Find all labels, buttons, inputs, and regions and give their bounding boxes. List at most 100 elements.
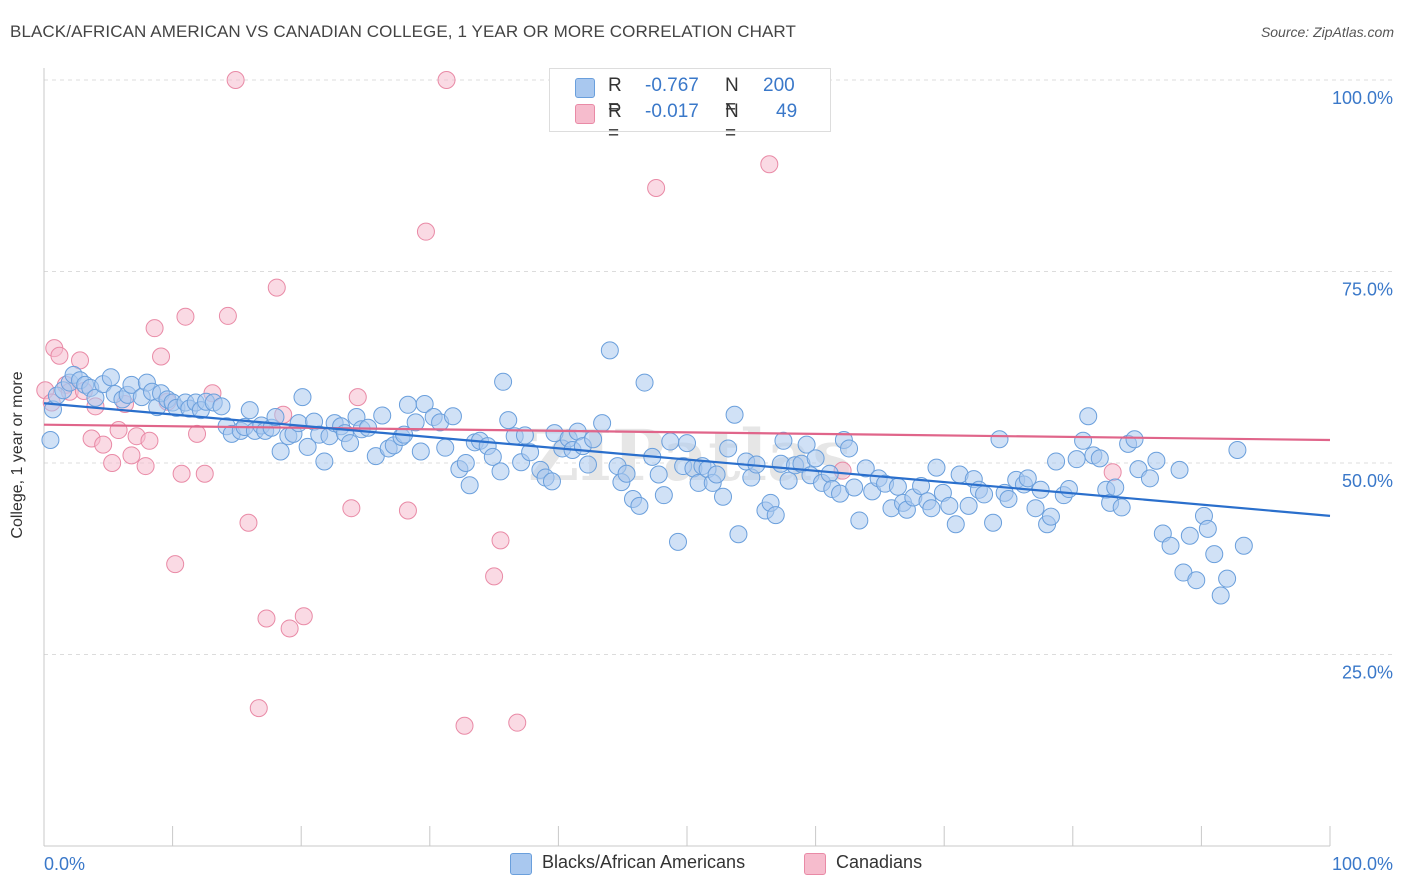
x-tick-label: 0.0% — [44, 854, 85, 874]
canadians-point — [239, 513, 258, 532]
legend-r-value: -0.767 — [645, 75, 699, 96]
blacks-point — [654, 486, 673, 505]
canadians-point — [136, 457, 155, 476]
blacks-point — [1234, 536, 1253, 555]
canadians-point — [226, 71, 245, 89]
blacks-point — [298, 437, 317, 456]
blacks-point — [975, 485, 994, 504]
canadians-point — [145, 319, 164, 338]
canadians-point — [188, 424, 207, 443]
blacks-point — [1161, 536, 1180, 555]
canadians-point — [109, 421, 128, 440]
legend-r-label: R = — [608, 75, 622, 118]
canadians-point — [760, 155, 779, 174]
blacks-point — [1067, 450, 1086, 469]
gridlines — [44, 79, 1392, 655]
blacks-point — [266, 408, 285, 427]
blacks-point — [1125, 430, 1144, 449]
canadians-point — [491, 531, 510, 550]
blacks-point — [483, 447, 502, 466]
canadians-point — [257, 609, 276, 628]
blacks-point — [315, 452, 334, 471]
canadians-point — [94, 435, 113, 454]
blacks-point — [840, 439, 859, 458]
blacks-point — [845, 478, 864, 497]
blacks-point — [1170, 460, 1189, 479]
canadians-point — [249, 699, 268, 718]
correlation-legend: R = -0.767 N = 200 R = -0.017 N = 49 — [549, 68, 831, 144]
canadians-point — [508, 713, 527, 732]
blacks-point — [927, 458, 946, 477]
y-tick-label: 100.0% — [1332, 88, 1393, 108]
blacks-point — [1218, 569, 1237, 588]
x-tick-label: 100.0% — [1332, 854, 1393, 874]
blacks-trend-line — [43, 402, 1331, 517]
canadians-points — [36, 71, 1122, 735]
y-tick-label: 25.0% — [1342, 663, 1393, 683]
blacks-point — [443, 407, 462, 426]
y-tick-label: 75.0% — [1342, 280, 1393, 300]
blacks-point — [436, 438, 455, 457]
blacks-point — [668, 532, 687, 551]
blacks-point — [1198, 519, 1217, 538]
blacks-point — [86, 388, 105, 407]
canadians-trend-line — [43, 423, 1331, 442]
bottom-legend-label: Blacks/African Americans — [542, 852, 746, 872]
blacks-point — [714, 487, 733, 506]
canadians-point — [267, 278, 286, 297]
blacks-point — [1090, 449, 1109, 468]
canadians-point — [437, 71, 456, 89]
blacks-point — [1180, 526, 1199, 545]
chart-title: BLACK/AFRICAN AMERICAN VS CANADIAN COLLE… — [10, 22, 796, 41]
canadians-point — [152, 347, 171, 366]
blacks-point — [1047, 452, 1066, 471]
x-ticks — [172, 826, 1331, 846]
blacks-point — [406, 413, 425, 432]
legend-n-value: 49 — [776, 101, 798, 122]
blacks-point — [661, 432, 680, 451]
blacks-point — [542, 472, 561, 491]
blacks-point — [725, 405, 744, 424]
canadians-point — [294, 607, 313, 626]
blacks-point — [1228, 440, 1247, 459]
blacks-point — [766, 506, 785, 525]
y-tick-label: 50.0% — [1342, 471, 1393, 491]
blacks-point — [1211, 586, 1230, 605]
canadians-point — [485, 567, 504, 586]
legend-n-label: N = — [725, 101, 739, 144]
canadians-point — [342, 499, 361, 518]
canadians-point — [647, 179, 666, 198]
blacks-point — [1205, 545, 1224, 564]
canadians-point — [455, 716, 474, 735]
blacks-point — [494, 372, 513, 391]
blacks-point — [850, 511, 869, 530]
blacks-point — [600, 341, 619, 360]
blacks-point — [959, 496, 978, 515]
legend-r-value: -0.017 — [645, 101, 699, 122]
pink-swatch — [575, 104, 595, 124]
pink-swatch — [804, 853, 826, 875]
canadians-point — [218, 306, 237, 325]
blacks-point — [1041, 507, 1060, 526]
blue-swatch — [510, 853, 532, 875]
blacks-point — [1018, 469, 1037, 488]
blacks-point — [990, 430, 1009, 449]
legend-r-label: R = — [608, 101, 622, 144]
blacks-point — [460, 476, 479, 495]
blacks-point — [617, 464, 636, 483]
blacks-point — [212, 397, 231, 416]
blacks-point — [630, 496, 649, 515]
blacks-point — [411, 442, 430, 461]
blacks-point — [635, 373, 654, 392]
blacks-point — [240, 401, 259, 420]
blacks-point — [1026, 499, 1045, 518]
blacks-point — [341, 434, 360, 453]
blacks-point — [779, 471, 798, 490]
canadians-point — [398, 501, 417, 520]
canadians-point — [103, 454, 122, 472]
y-tick-labels: 25.0% 50.0% 75.0% 100.0% — [1332, 88, 1393, 683]
blacks-point — [797, 435, 816, 454]
legend-n-value: 200 — [763, 75, 795, 96]
blacks-point — [856, 459, 875, 478]
